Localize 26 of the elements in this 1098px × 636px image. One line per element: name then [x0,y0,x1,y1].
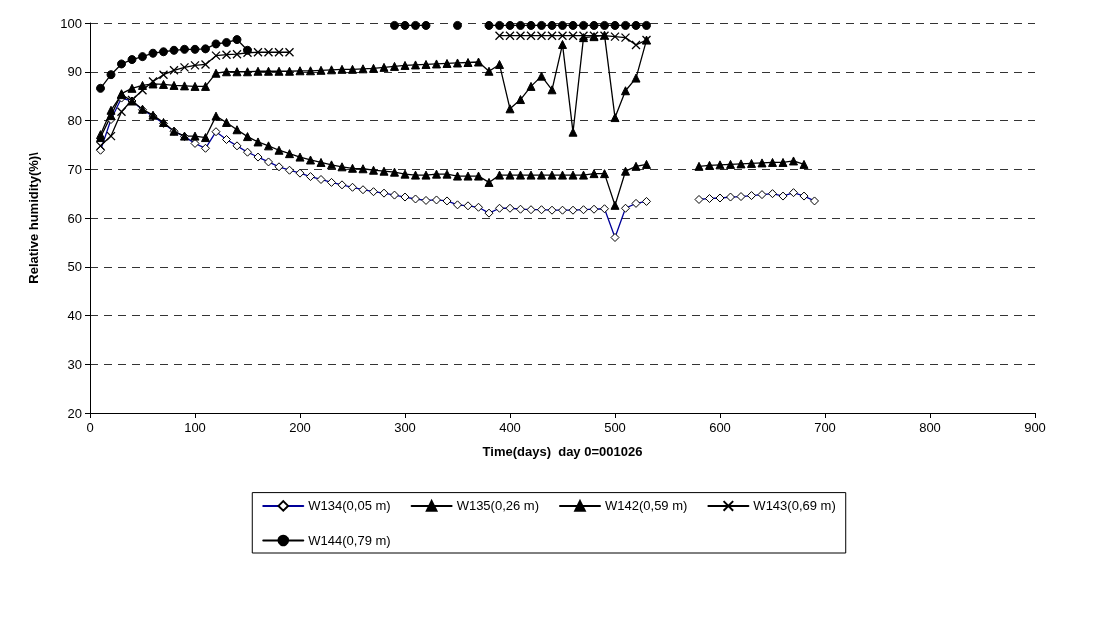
x-axis-title: Time(days) day 0=001026 [482,444,643,459]
y-tick-label: 100 [60,15,82,31]
legend-label: W143(0,69 m) [753,498,836,514]
y-tick-label: 50 [67,259,82,275]
x-tick-label: 400 [499,420,521,435]
y-axis-title: Relative humidity(%)\ [26,151,41,284]
y-tick-label: 90 [67,64,82,80]
y-tick-label: 30 [67,356,82,372]
y-tick-label: 70 [67,161,82,177]
x-tick-label: 300 [394,420,416,435]
x-tick-label: 700 [814,420,836,435]
legend-label: W135(0,26 m) [456,498,540,514]
x-tick-label: 900 [1024,420,1046,435]
x-tick-label: 500 [604,420,626,435]
x-tick-label: 600 [709,420,731,435]
y-tick-label: 60 [67,210,82,226]
y-tick-label: 40 [67,308,82,323]
y-tick-label: 20 [67,405,82,421]
x-tick-label: 0 [86,420,94,435]
legend-label: W134(0,05 m) [308,498,391,514]
x-tick-label: 800 [919,420,941,435]
legend-label: W142(0,59 m) [605,498,688,514]
x-tick-label: 200 [289,420,311,435]
legend-label: W144(0,79 m) [308,533,391,548]
x-tick-label: 100 [184,420,206,435]
y-tick-label: 80 [67,113,82,128]
